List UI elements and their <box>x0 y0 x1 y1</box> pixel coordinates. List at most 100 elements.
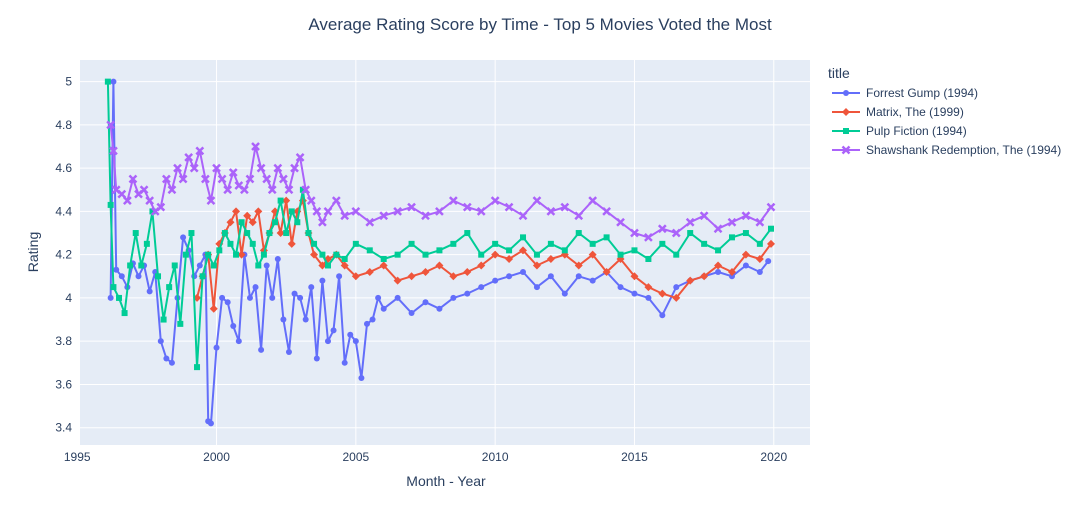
data-point <box>713 224 723 234</box>
data-point <box>319 251 326 258</box>
data-point <box>106 120 116 130</box>
data-point <box>532 196 542 205</box>
data-point <box>312 207 322 216</box>
data-point <box>380 305 387 312</box>
data-point <box>408 310 415 317</box>
data-point <box>269 294 276 301</box>
data-point <box>138 262 145 269</box>
data-point <box>245 174 255 184</box>
data-point <box>319 277 326 284</box>
legend-item[interactable]: Pulp Fiction (1994) <box>832 124 967 138</box>
data-point <box>258 346 265 353</box>
data-point <box>407 272 416 281</box>
data-point <box>276 229 285 238</box>
data-point <box>318 217 327 227</box>
data-point <box>207 420 214 427</box>
data-point <box>379 211 389 221</box>
data-point <box>560 202 570 212</box>
data-point <box>685 217 695 227</box>
data-point <box>462 202 472 212</box>
data-point <box>450 294 457 301</box>
data-point <box>644 232 653 242</box>
data-point <box>436 305 443 312</box>
data-point <box>313 355 320 362</box>
legend-label: Matrix, The (1999) <box>866 105 964 119</box>
data-point <box>297 294 304 301</box>
data-point <box>767 225 774 232</box>
data-point <box>155 273 162 280</box>
data-point <box>686 276 695 285</box>
data-point <box>128 174 138 184</box>
data-point <box>492 277 499 284</box>
data-point <box>240 185 249 195</box>
data-point <box>285 348 292 355</box>
data-point <box>394 251 401 258</box>
legend-item[interactable]: Forrest Gump (1994) <box>832 86 978 100</box>
legend-item[interactable]: Shawshank Redemption, The (1994) <box>832 143 1061 157</box>
data-point <box>575 273 582 280</box>
data-point <box>504 202 514 212</box>
data-point <box>283 230 290 237</box>
data-point <box>352 240 359 247</box>
data-point <box>205 251 212 258</box>
data-point <box>617 251 624 258</box>
data-point <box>110 78 117 85</box>
legend-label: Shawshank Redemption, The (1994) <box>866 143 1061 157</box>
data-point <box>464 290 471 297</box>
data-point <box>224 299 231 306</box>
data-point <box>274 255 281 262</box>
y-tick-label: 4 <box>65 291 72 305</box>
data-point <box>200 174 210 184</box>
data-point <box>235 338 242 345</box>
data-point <box>287 239 296 248</box>
data-point <box>302 316 309 323</box>
data-point <box>107 201 114 208</box>
data-point <box>340 261 349 270</box>
data-point <box>519 246 528 255</box>
data-point <box>347 331 354 338</box>
data-point <box>251 142 260 151</box>
data-point <box>478 284 485 291</box>
data-point <box>375 294 382 301</box>
y-tick-label: 3.4 <box>55 421 72 435</box>
data-point <box>588 196 598 205</box>
plot-area <box>80 60 810 445</box>
data-point <box>546 254 555 263</box>
data-point <box>157 338 164 345</box>
data-point <box>365 217 375 227</box>
data-point <box>478 251 485 258</box>
data-point <box>365 267 374 276</box>
series-3 <box>104 78 774 371</box>
legend-item[interactable]: Matrix, The (1999) <box>832 105 964 119</box>
data-point <box>490 196 500 205</box>
data-point <box>117 189 127 199</box>
data-point <box>506 273 513 280</box>
data-point <box>260 251 267 258</box>
data-point <box>305 230 312 237</box>
data-point <box>617 284 624 291</box>
data-point <box>311 240 318 247</box>
data-point <box>135 273 142 280</box>
data-point <box>407 202 416 212</box>
data-point <box>121 310 128 317</box>
data-point <box>393 207 403 216</box>
data-point <box>109 146 118 156</box>
data-point <box>687 230 694 237</box>
data-point <box>206 196 216 205</box>
data-point <box>603 234 610 241</box>
y-tick-label: 5 <box>65 75 72 89</box>
data-point <box>715 268 722 275</box>
data-point <box>393 276 402 285</box>
legend-marker <box>842 108 850 116</box>
data-point <box>369 316 376 323</box>
data-point <box>282 196 291 205</box>
data-point <box>659 240 666 247</box>
data-point <box>506 247 513 254</box>
data-point <box>110 284 117 291</box>
data-point <box>589 240 596 247</box>
data-point <box>160 316 167 323</box>
data-point <box>448 196 458 205</box>
y-tick-label: 3.6 <box>55 377 72 391</box>
data-point <box>727 217 737 227</box>
